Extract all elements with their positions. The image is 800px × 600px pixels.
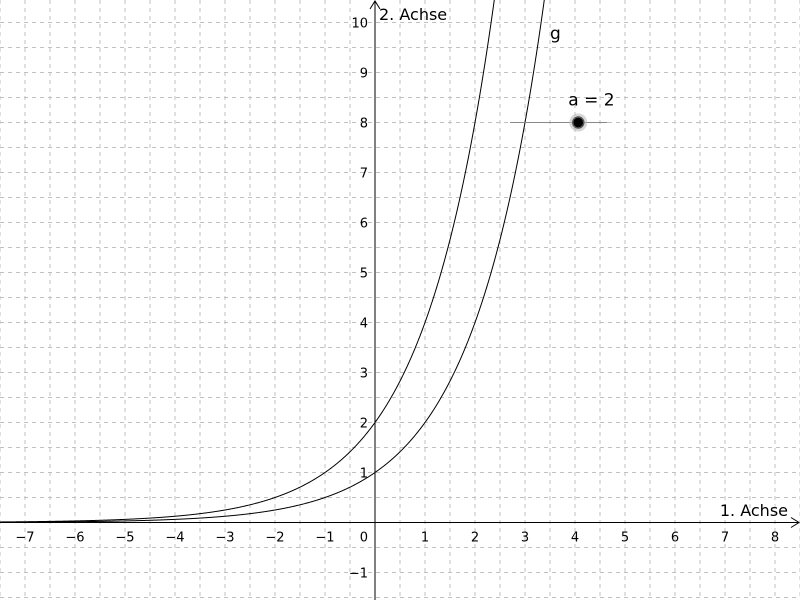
slider-a[interactable]: a = 2: [510, 91, 615, 132]
y-tick-label: 8: [360, 117, 368, 132]
y-tick-label: 3: [360, 367, 368, 382]
y-tick-label: 2: [360, 417, 368, 432]
y-tick-label: 5: [360, 267, 368, 282]
x-tick-label: −2: [265, 531, 284, 546]
y-tick-label: 9: [360, 67, 368, 82]
x-tick-label: 2: [471, 531, 479, 546]
y-axis-label: 2. Achse: [379, 5, 447, 24]
x-tick-label: −6: [65, 531, 84, 546]
y-tick-label: 10: [351, 17, 368, 32]
x-tick-label: −7: [15, 531, 34, 546]
y-axis-arrow: [369, 0, 381, 10]
x-tick-label: −3: [215, 531, 234, 546]
y-tick-label: 6: [360, 217, 368, 232]
curves[interactable]: g: [0, 0, 561, 523]
x-tick-label: −5: [115, 531, 134, 546]
x-tick-label: 6: [671, 531, 679, 546]
x-tick-label: 8: [771, 531, 779, 546]
y-tick-label: 4: [360, 317, 368, 332]
x-tick-label: 4: [571, 531, 579, 546]
x-tick-label: 7: [721, 531, 729, 546]
curve-label-g: g: [550, 24, 561, 44]
y-tick-label: 1: [360, 467, 368, 482]
x-tick-label: −1: [315, 531, 334, 546]
x-tick-label: −4: [165, 531, 184, 546]
x-axis-arrow: [790, 517, 800, 528]
y-tick-label: 7: [360, 167, 368, 182]
x-tick-label: 3: [521, 531, 529, 546]
curve-f[interactable]: [0, 0, 501, 523]
y-tick-label: −1: [349, 567, 368, 582]
origin-label: 0: [360, 531, 368, 546]
x-axis-label: 1. Achse: [720, 501, 788, 520]
tick-labels: −7 −6 −5 −4 −3 −2 −1 1 2 3 4 5 6 7 8 −1 1 2 3 4 5 6 7 8 9 10 0: [15, 17, 779, 582]
slider-knob[interactable]: [572, 116, 585, 129]
x-tick-label: 5: [621, 531, 629, 546]
slider-label: a = 2: [568, 91, 614, 111]
curve-g[interactable]: [0, 0, 551, 523]
x-tick-label: 1: [421, 531, 429, 546]
